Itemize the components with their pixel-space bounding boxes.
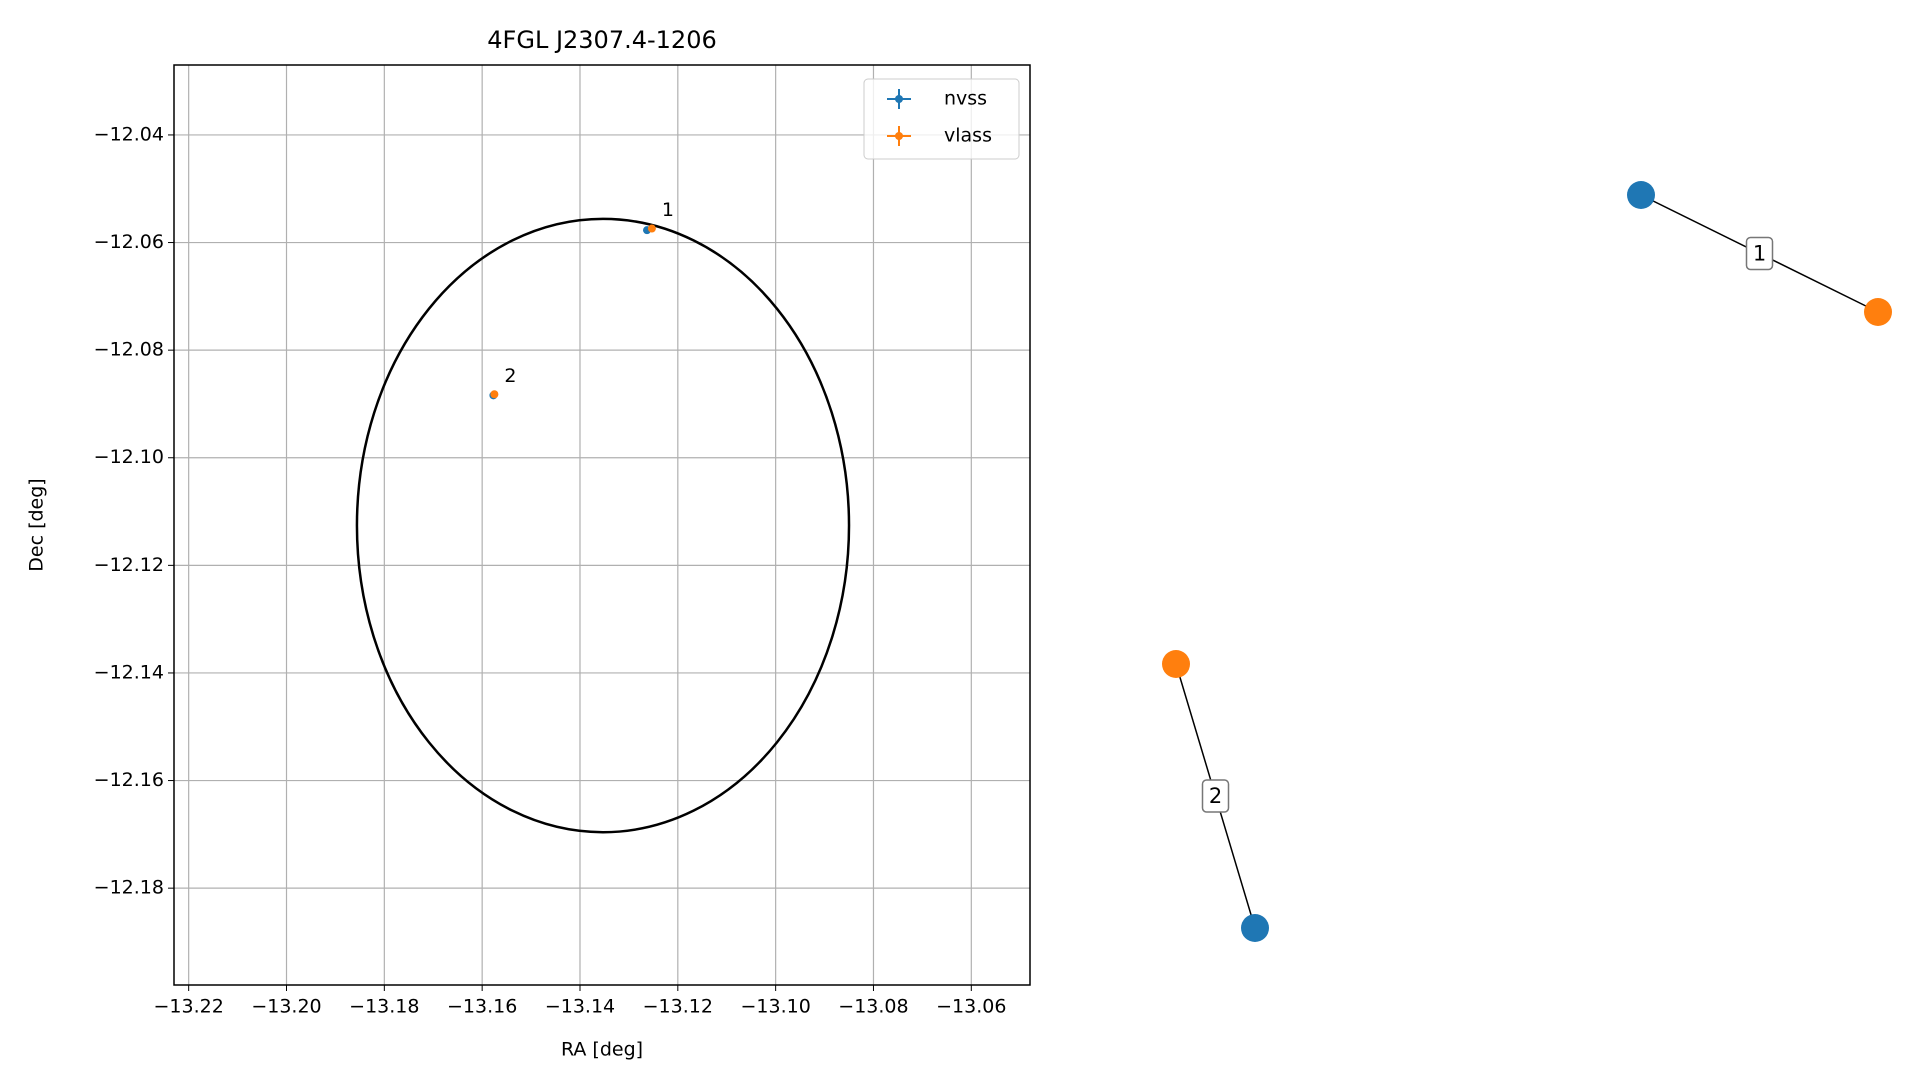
x-tick-label: −13.08 [838,996,908,1018]
data-point [490,390,499,399]
x-tick-label: −13.06 [936,996,1006,1018]
y-tick-label: −12.04 [94,123,164,145]
chart-title: 4FGL J2307.4-1206 [487,26,716,54]
legend-marker [895,95,903,103]
y-axis-label: Dec [deg] [26,478,48,571]
edge-label-box [1201,779,1230,813]
error-ellipse [355,217,851,834]
point-label: 2 [504,365,516,387]
x-tick-label: −13.20 [251,996,321,1018]
point-label: 1 [662,199,674,221]
edge-label: 1 [1753,242,1766,266]
node [1162,650,1190,678]
node [1241,914,1269,942]
y-tick-label: −12.18 [94,877,164,899]
y-tick-label: −12.14 [94,661,164,683]
legend-label: nvss [944,88,987,110]
x-tick-label: −13.18 [349,996,419,1018]
axes-frame [173,64,1031,986]
legend-label: vlass [944,125,992,147]
edge-label-box [1745,236,1774,271]
legend-marker [895,132,903,140]
x-tick-label: −13.10 [740,996,810,1018]
y-tick-label: −12.16 [94,769,164,791]
y-tick-label: −12.06 [94,231,164,253]
x-tick-label: −13.22 [154,996,224,1018]
edge-label: 2 [1209,784,1222,808]
node [1627,181,1655,209]
y-tick-label: −12.12 [94,554,164,576]
x-tick-label: −13.12 [643,996,713,1018]
y-tick-label: −12.10 [94,446,164,468]
x-tick-label: −13.16 [447,996,517,1018]
y-tick-label: −12.08 [94,339,164,361]
x-axis-label: RA [deg] [561,1039,643,1061]
data-point [647,224,656,233]
legend-box [863,78,1020,160]
x-tick-label: −13.14 [545,996,615,1018]
node [1864,298,1892,326]
